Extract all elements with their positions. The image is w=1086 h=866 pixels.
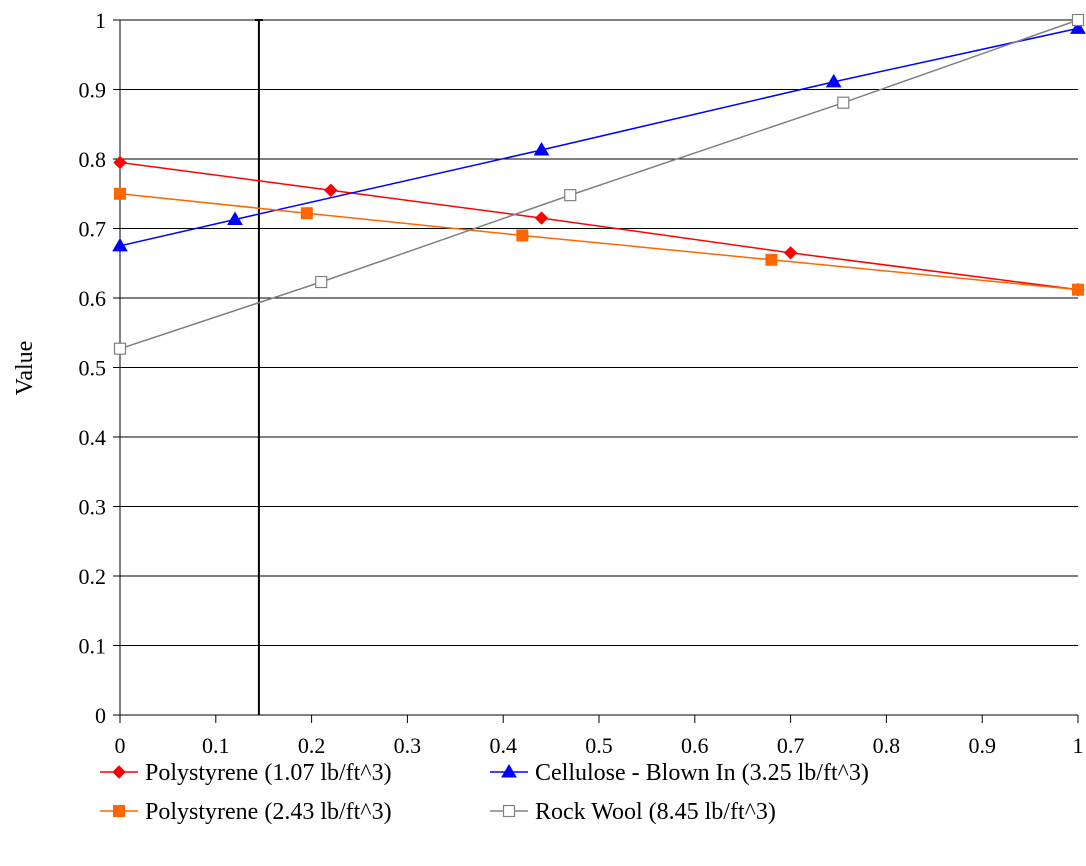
series-4 xyxy=(113,13,1085,355)
data-point xyxy=(825,73,842,88)
legend-item: Cellulose - Blown In (3.25 lb/ft^3) xyxy=(490,760,869,786)
data-point xyxy=(300,207,313,220)
legend-item: Rock Wool (8.45 lb/ft^3) xyxy=(490,799,776,825)
axes xyxy=(113,19,1079,723)
legend-item: Polystyrene (1.07 lb/ft^3) xyxy=(100,760,392,786)
y-tick-label: 0.2 xyxy=(79,564,107,589)
tick-labels: 0 0.1 0.2 0.3 0.4 0.5 0.6 0.7 0.8 0.9 1 0 0.1 0.2 0.3 0… xyxy=(79,8,1084,758)
y-tick-label: 0.5 xyxy=(79,356,107,381)
y-tick-label: 0.4 xyxy=(79,425,107,450)
data-point xyxy=(1070,20,1086,34)
y-tick-label: 1 xyxy=(95,8,106,33)
x-tick-label: 0.1 xyxy=(202,733,230,758)
data-point xyxy=(564,189,577,202)
y-tick-label: 0.1 xyxy=(79,634,107,659)
legend-label: Polystyrene (1.07 lb/ft^3) xyxy=(145,760,392,786)
data-point xyxy=(315,275,328,289)
legend-item: Polystyrene (2.43 lb/ft^3) xyxy=(100,799,392,825)
x-tick-label: 0.8 xyxy=(873,733,901,758)
x-tick-label: 0 xyxy=(115,733,126,758)
data-point xyxy=(765,253,778,266)
y-tick-label: 0.9 xyxy=(79,78,107,103)
x-tick-label: 0.7 xyxy=(777,733,805,758)
y-axis-title: Value xyxy=(12,341,38,396)
legend-label: Cellulose - Blown In (3.25 lb/ft^3) xyxy=(535,760,869,786)
series-line xyxy=(119,27,1079,247)
data-point xyxy=(113,155,127,170)
y-tick-label: 0.8 xyxy=(79,147,107,172)
data-point xyxy=(114,187,126,200)
data-point xyxy=(1072,283,1084,296)
data-point xyxy=(113,342,127,355)
grid xyxy=(120,19,1078,716)
data-point xyxy=(516,229,529,242)
x-tick-label: 1 xyxy=(1073,733,1084,758)
legend-label: Polystyrene (2.43 lb/ft^3) xyxy=(145,799,392,825)
x-tick-label: 0.3 xyxy=(394,733,422,758)
legend-swatch-marker xyxy=(113,805,125,817)
data-point xyxy=(324,183,338,197)
legend: Polystyrene (1.07 lb/ft^3) Cellulose - Bl… xyxy=(100,760,869,825)
legend-label: Rock Wool (8.45 lb/ft^3) xyxy=(535,799,776,825)
series-group xyxy=(112,13,1086,355)
reference-line-group xyxy=(254,19,263,715)
series-2 xyxy=(112,20,1086,252)
data-point xyxy=(112,237,128,252)
x-tick-label: 0.2 xyxy=(298,733,326,758)
data-point xyxy=(837,96,850,109)
y-tick-label: 0 xyxy=(95,703,106,728)
series-line xyxy=(119,193,1079,291)
x-tick-label: 0.9 xyxy=(968,733,996,758)
data-point xyxy=(227,211,243,225)
legend-swatch-marker xyxy=(112,765,126,779)
series-line xyxy=(119,19,1079,350)
y-tick-label: 0.7 xyxy=(79,217,107,242)
x-tick-label: 0.4 xyxy=(489,733,517,758)
data-point xyxy=(534,211,549,225)
series-line xyxy=(119,161,1079,291)
y-tick-label: 0.6 xyxy=(79,286,107,311)
y-tick-label: 0.3 xyxy=(79,495,107,520)
data-point xyxy=(533,141,550,156)
data-point xyxy=(1071,13,1085,27)
series-3 xyxy=(114,187,1084,296)
data-point xyxy=(783,246,798,260)
legend-swatch-marker xyxy=(502,804,516,818)
x-tick-label: 0.5 xyxy=(585,733,613,758)
legend-swatch-marker xyxy=(501,764,517,778)
x-tick-label: 0.6 xyxy=(681,733,709,758)
